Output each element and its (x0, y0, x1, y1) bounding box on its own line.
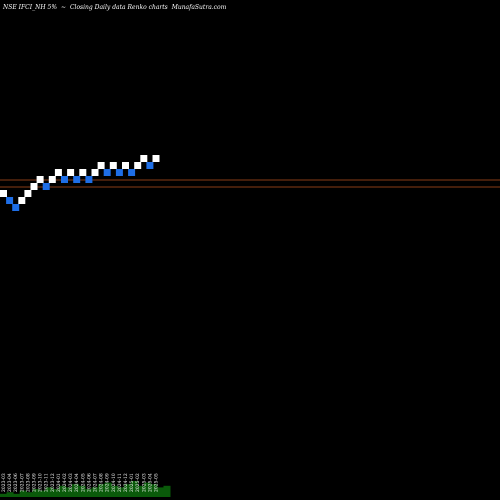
volume-bar (0, 493, 8, 497)
renko-brick-down (85, 176, 93, 183)
renko-brick-down (128, 169, 136, 176)
volume-bar (32, 489, 40, 497)
renko-brick-down (61, 176, 68, 183)
volume-bar (78, 485, 86, 497)
volume-bar (52, 489, 60, 497)
volume-bar (130, 481, 138, 497)
volume-bar (19, 490, 27, 497)
date-label: 2023-12 (50, 473, 56, 492)
date-label: 2025-02 (135, 473, 141, 492)
volume-bar (163, 485, 171, 497)
reference-lines (0, 179, 500, 188)
date-label: 2024-11 (117, 473, 123, 492)
volume-bar (13, 493, 21, 497)
date-label: 2024-03 (68, 473, 74, 492)
renko-brick-up (91, 169, 99, 176)
date-label: 2024-08 (99, 473, 105, 492)
volume-bar (65, 487, 73, 497)
renko-brick-up (109, 162, 117, 169)
date-label: 2023-04 (7, 473, 13, 492)
site-label: MunafaSutra.com (171, 4, 227, 11)
symbol-label: NSE IFCI_NH 5% (2, 4, 57, 11)
volume-bar (104, 482, 112, 497)
date-label: 2024-04 (74, 473, 80, 492)
renko-brick-up (30, 183, 38, 190)
volume-bar (98, 484, 106, 497)
volume-bar (111, 485, 119, 497)
date-label: 2025-03 (141, 473, 147, 492)
date-label: 2024-10 (111, 473, 117, 492)
volume-bar (124, 484, 132, 497)
renko-brick-up (36, 176, 44, 183)
caption-label: Closing Daily data Renko charts (70, 4, 168, 11)
renko-brick-down (42, 183, 50, 190)
renko-brick-down (6, 197, 14, 204)
date-labels: 2023-03 2023-04 2023-06 2023-07 2023-08 2023-… (1, 473, 160, 492)
date-label: 2024-07 (93, 473, 99, 492)
date-label: 2024-12 (123, 473, 129, 492)
renko-brick-up (54, 169, 62, 176)
volume-bar (26, 492, 34, 497)
renko-bricks (0, 155, 160, 211)
date-label: 2024-05 (80, 473, 86, 492)
volume-bar (45, 487, 53, 497)
date-label: 2024-01 (56, 473, 62, 492)
date-label: 2023-03 (1, 473, 7, 492)
date-label: 2023-07 (19, 473, 25, 492)
renko-brick-up (122, 162, 129, 169)
date-label: 2023-09 (32, 473, 38, 492)
volume-bar (6, 492, 14, 497)
renko-brick-up (140, 155, 148, 162)
chart-header: NSE IFCI_NH 5% ~ Closing Daily data Renk… (2, 4, 227, 11)
date-label: 2025-04 (147, 473, 153, 492)
renko-brick-down (146, 162, 154, 169)
renko-brick-up (67, 169, 75, 176)
separator-label: ~ (61, 4, 66, 11)
date-label: 2023-08 (25, 473, 31, 492)
date-label: 2023-06 (13, 473, 19, 492)
date-label: 2024-02 (62, 473, 68, 492)
volume-bar (39, 490, 47, 497)
volume-bar (150, 484, 158, 497)
renko-brick-up (152, 155, 160, 162)
renko-brick-up (134, 162, 142, 169)
date-label: 2023-10 (38, 473, 44, 492)
volume-bar (117, 487, 125, 497)
volume-bar (58, 485, 66, 497)
volume-bar (137, 485, 145, 497)
renko-brick-down (73, 176, 81, 183)
renko-brick-up (24, 190, 32, 197)
renko-brick-up (18, 197, 26, 204)
renko-brick-down (12, 204, 20, 211)
date-label: 2024-06 (86, 473, 92, 492)
volume-bars (0, 481, 171, 497)
volume-bar (156, 487, 164, 497)
date-label: 2025-05 (154, 473, 160, 492)
volume-bar (71, 484, 79, 497)
renko-brick-up (0, 190, 7, 197)
renko-brick-up (48, 176, 56, 183)
renko-brick-up (79, 169, 87, 176)
volume-bar (85, 489, 93, 497)
date-label: 2023-11 (44, 473, 50, 492)
renko-brick-down (115, 169, 123, 176)
volume-bar (91, 487, 99, 497)
date-label: 2025-01 (129, 473, 135, 492)
date-label: 2024-09 (105, 473, 111, 492)
volume-bar (143, 482, 151, 497)
renko-brick-up (97, 162, 105, 169)
renko-brick-down (103, 169, 111, 176)
